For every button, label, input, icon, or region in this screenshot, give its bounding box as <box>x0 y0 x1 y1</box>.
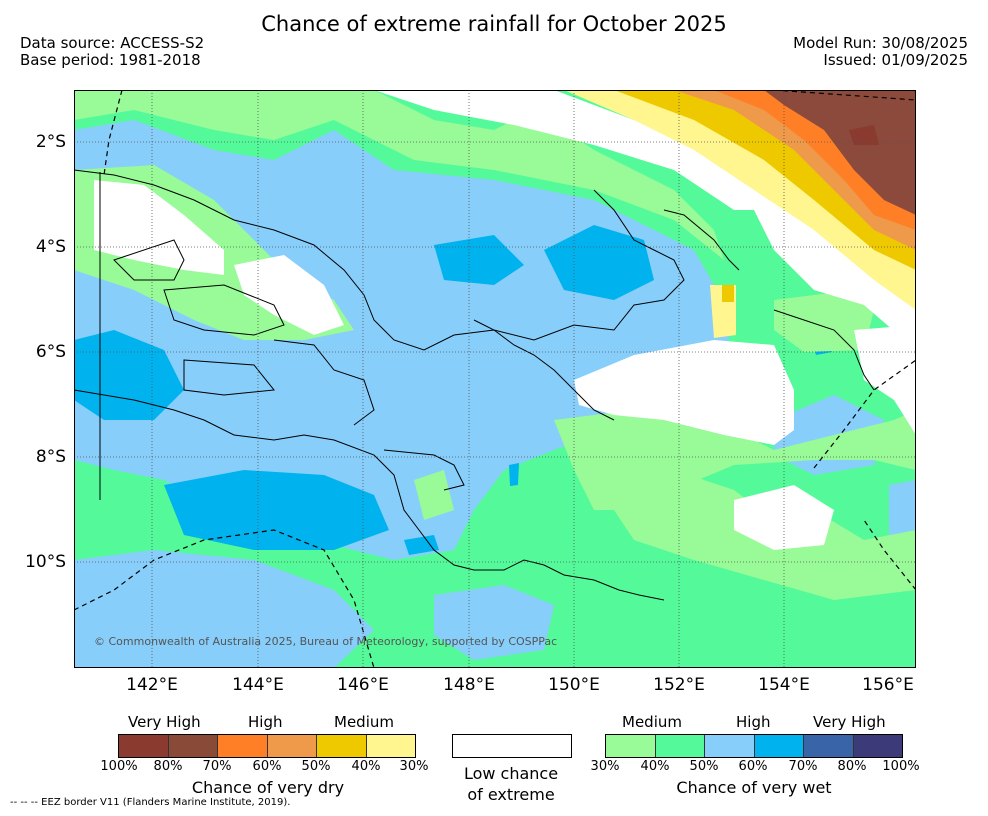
lon-label-146e: 146°E <box>337 675 389 695</box>
wet-category-medium: Medium <box>622 713 682 731</box>
light-green-region-mid <box>414 470 454 520</box>
dry-caption: Chance of very dry <box>191 778 345 797</box>
dry-category-very-high: Very High <box>128 713 201 731</box>
lon-label-144e: 144°E <box>232 675 284 695</box>
dry-swatch-6 <box>366 735 415 757</box>
wet-swatch-5 <box>804 735 854 757</box>
dry-very-high-region <box>764 90 916 215</box>
lat-label-2s: 2°S <box>35 132 66 152</box>
wet-tick-30: 30% <box>590 759 620 774</box>
light-blue-region-south-central <box>434 585 554 660</box>
lat-label-6s: 6°S <box>35 342 66 362</box>
provincial-borders <box>113 239 465 491</box>
wet-swatch-4 <box>754 735 804 757</box>
wet-swatch-3 <box>705 735 755 757</box>
wet-category-very-high: Very High <box>813 713 886 731</box>
rainfall-map[interactable]: © Commonwealth of Australia 2025, Bureau… <box>74 90 916 668</box>
low-chance-swatch <box>452 734 572 758</box>
eez-footnote: -- -- -- EEZ border V11 (Flanders Marine… <box>10 797 291 808</box>
lon-label-150e: 150°E <box>548 675 600 695</box>
dry-category-high: High <box>248 713 283 731</box>
lon-label-156e: 156°E <box>862 675 914 695</box>
base-period-text: Base period: 1981-2018 <box>20 51 201 69</box>
blue-region-small <box>404 535 439 555</box>
map-frame <box>74 90 916 668</box>
wet-tick-70: 70% <box>788 759 818 774</box>
light-blue-region-south <box>74 550 374 668</box>
dry-tick-30: 30% <box>399 759 429 774</box>
map-title: Chance of extreme rainfall for October 2… <box>261 12 727 36</box>
low-chance-caption-line1: Low chance <box>463 764 559 783</box>
low-chance-region-south-east <box>734 485 834 550</box>
lat-label-10s: 10°S <box>25 552 66 572</box>
blue-region-north-east <box>544 225 654 300</box>
wet-tick-80: 80% <box>837 759 867 774</box>
data-source-text: Data source: ACCESS-S2 <box>20 34 205 52</box>
dry-tick-40: 40% <box>351 759 381 774</box>
dry-tick-80: 80% <box>153 759 183 774</box>
dry-swatch-3 <box>218 735 268 757</box>
dry-tick-60: 60% <box>252 759 282 774</box>
low-chance-region-far-east <box>854 325 916 435</box>
dry-swatch-4 <box>267 735 317 757</box>
eez-borders <box>74 90 916 668</box>
dry-category-medium: Medium <box>334 713 394 731</box>
lat-label-4s: 4°S <box>35 237 66 257</box>
wet-colorbar <box>605 734 903 758</box>
dry-tick-50: 50% <box>301 759 331 774</box>
wet-tick-100: 100% <box>882 759 920 774</box>
wet-tick-40: 40% <box>640 759 670 774</box>
dry-tick-100: 100% <box>100 759 138 774</box>
dry-tick-70: 70% <box>202 759 232 774</box>
wet-swatch-6 <box>853 735 902 757</box>
dry-colorbar <box>118 734 416 758</box>
blue-region-south <box>164 470 389 550</box>
wet-caption: Chance of very wet <box>676 778 832 797</box>
low-chance-caption-line2: of extreme <box>467 785 555 804</box>
blue-region-west <box>74 330 184 420</box>
blue-region-north <box>434 235 524 285</box>
wet-category-high: High <box>736 713 771 731</box>
low-chance-region-highlands <box>234 255 344 335</box>
low-chance-region-east <box>574 340 794 445</box>
dry-darkest-patch <box>849 125 879 145</box>
dry-swatch-1 <box>119 735 169 757</box>
blue-region-sliver <box>509 463 519 486</box>
dry-gold-patch <box>722 285 734 302</box>
header-left: Data source: ACCESS-S2 Base period: 1981… <box>20 35 204 69</box>
wet-swatch-2 <box>655 735 705 757</box>
lon-label-154e: 154°E <box>758 675 810 695</box>
lon-label-152e: 152°E <box>653 675 705 695</box>
low-chance-region-west <box>94 180 224 275</box>
light-green-region-bougainville <box>774 290 874 352</box>
wet-tick-60: 60% <box>738 759 768 774</box>
low-chance-region-north-east <box>734 160 916 350</box>
graticule <box>74 90 916 668</box>
wet-tick-50: 50% <box>689 759 719 774</box>
copyright-text: © Commonwealth of Australia 2025, Bureau… <box>94 635 557 648</box>
wet-swatch-1 <box>606 735 656 757</box>
lon-label-148e: 148°E <box>443 675 495 695</box>
lon-label-142e: 142°E <box>126 675 178 695</box>
dry-swatch-5 <box>317 735 367 757</box>
model-run-text: Model Run: 30/08/2025 <box>793 34 968 52</box>
lat-label-8s: 8°S <box>35 447 66 467</box>
header-right: Model Run: 30/08/2025 Issued: 01/09/2025 <box>793 35 968 69</box>
dry-swatch-2 <box>168 735 218 757</box>
issued-text: Issued: 01/09/2025 <box>823 51 968 69</box>
